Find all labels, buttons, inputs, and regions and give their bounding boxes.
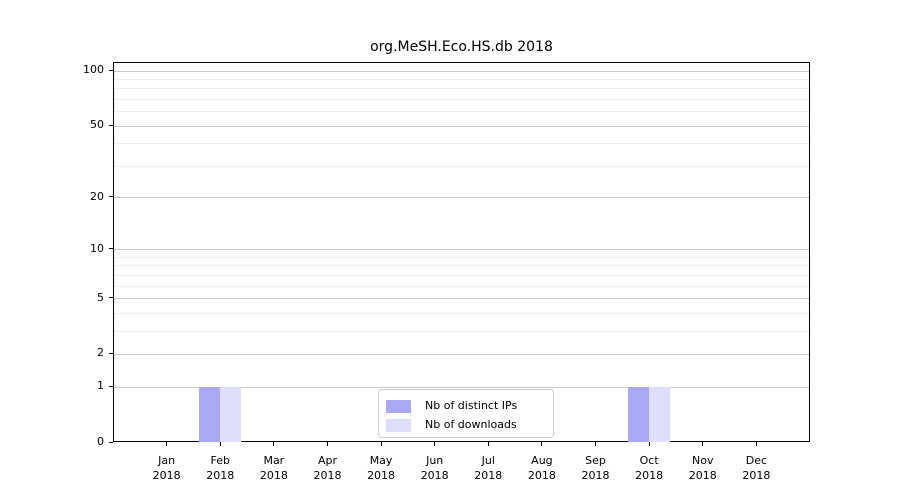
y-axis-tick bbox=[109, 124, 113, 126]
y-tick-label: 2 bbox=[97, 346, 104, 360]
gridline-minor bbox=[114, 78, 809, 80]
gridline-minor bbox=[114, 265, 809, 267]
x-axis-tick bbox=[273, 442, 275, 446]
bar-downloads-feb bbox=[220, 387, 242, 442]
x-tick-year: 2018 bbox=[474, 469, 503, 482]
x-axis-tick bbox=[541, 442, 543, 446]
x-tick-label: Oct 2018 bbox=[621, 453, 677, 483]
x-tick-year: 2018 bbox=[152, 469, 181, 482]
x-tick-year: 2018 bbox=[420, 469, 449, 482]
gridline-minor bbox=[114, 98, 809, 100]
legend-item-distinct-ips: Nb of distinct IPs bbox=[386, 398, 545, 414]
y-axis-tick bbox=[109, 385, 113, 387]
x-tick-label: Dec 2018 bbox=[728, 453, 784, 483]
x-tick-label: Mar 2018 bbox=[246, 453, 302, 483]
x-tick-label: Feb 2018 bbox=[192, 453, 248, 483]
gridline-minor bbox=[114, 111, 809, 113]
x-tick-year: 2018 bbox=[581, 469, 610, 482]
x-tick-label: May 2018 bbox=[353, 453, 409, 483]
x-axis-tick bbox=[326, 442, 328, 446]
y-tick-label: 100 bbox=[83, 63, 104, 76]
gridline-major bbox=[114, 353, 809, 355]
x-axis-tick bbox=[702, 442, 704, 446]
x-tick-label: Jul 2018 bbox=[460, 453, 516, 483]
x-tick-label: Sep 2018 bbox=[568, 453, 624, 483]
y-axis-tick bbox=[109, 352, 113, 354]
gridline-minor bbox=[114, 165, 809, 167]
x-tick-year: 2018 bbox=[259, 469, 288, 482]
y-axis-tick bbox=[109, 196, 113, 198]
x-axis-tick bbox=[755, 442, 757, 446]
bar-distinct-ips-oct bbox=[628, 387, 650, 442]
x-tick-year: 2018 bbox=[688, 469, 717, 482]
gridline-minor bbox=[114, 143, 809, 145]
plot-area bbox=[113, 62, 810, 442]
gridline-major bbox=[114, 386, 809, 388]
legend-label-downloads: Nb of downloads bbox=[425, 418, 517, 431]
x-tick-year: 2018 bbox=[742, 469, 771, 482]
x-tick-month: Apr bbox=[317, 454, 337, 467]
x-tick-month: May bbox=[369, 454, 393, 467]
chart-title: org.MeSH.Eco.HS.db 2018 bbox=[370, 39, 553, 55]
legend-item-downloads: Nb of downloads bbox=[386, 417, 545, 433]
y-tick-label: 0 bbox=[97, 435, 104, 448]
bar-downloads-oct bbox=[649, 387, 671, 442]
gridline-major bbox=[114, 249, 809, 251]
gridline-minor bbox=[114, 274, 809, 276]
gridline-major bbox=[114, 125, 809, 127]
gridline-minor bbox=[114, 285, 809, 287]
y-tick-label: 50 bbox=[90, 118, 104, 132]
legend-label-distinct-ips: Nb of distinct IPs bbox=[425, 399, 518, 412]
x-tick-year: 2018 bbox=[313, 469, 342, 482]
y-tick-label: 1 bbox=[97, 379, 104, 393]
x-axis-tick bbox=[219, 442, 221, 446]
x-tick-label: Nov 2018 bbox=[675, 453, 731, 483]
x-tick-month: Oct bbox=[639, 454, 659, 467]
legend: Nb of distinct IPs Nb of downloads bbox=[378, 389, 554, 438]
x-tick-month: Sep bbox=[585, 454, 606, 467]
x-tick-month: Jul bbox=[481, 454, 495, 467]
y-axis-tick bbox=[109, 441, 113, 443]
gridline-minor bbox=[114, 256, 809, 258]
x-tick-label: Jun 2018 bbox=[407, 453, 463, 483]
x-axis-tick bbox=[487, 442, 489, 446]
x-tick-month: Feb bbox=[210, 454, 230, 467]
x-tick-label: Aug 2018 bbox=[514, 453, 570, 483]
x-tick-month: Mar bbox=[263, 454, 285, 467]
x-tick-month: Aug bbox=[531, 454, 553, 467]
x-axis-tick bbox=[166, 442, 168, 446]
x-tick-year: 2018 bbox=[206, 469, 235, 482]
legend-swatch-downloads bbox=[386, 418, 411, 432]
x-tick-label: Apr 2018 bbox=[299, 453, 355, 483]
x-axis-tick bbox=[380, 442, 382, 446]
y-tick-label: 10 bbox=[90, 241, 104, 255]
x-tick-month: Jun bbox=[426, 454, 444, 467]
x-tick-year: 2018 bbox=[635, 469, 664, 482]
gridline-minor bbox=[114, 88, 809, 90]
x-tick-year: 2018 bbox=[367, 469, 396, 482]
x-axis-tick bbox=[595, 442, 597, 446]
gridline-major bbox=[114, 70, 809, 72]
gridline-major bbox=[114, 197, 809, 199]
x-tick-month: Nov bbox=[692, 454, 714, 467]
y-axis-tick bbox=[109, 248, 113, 250]
y-tick-label: 20 bbox=[90, 189, 104, 203]
y-axis-tick bbox=[109, 297, 113, 299]
x-axis-tick bbox=[434, 442, 436, 446]
y-axis-tick bbox=[109, 69, 113, 71]
x-tick-month: Jan bbox=[158, 454, 176, 467]
y-tick-label: 5 bbox=[97, 290, 104, 304]
legend-swatch-distinct-ips bbox=[386, 399, 411, 413]
x-axis-tick bbox=[648, 442, 650, 446]
x-tick-year: 2018 bbox=[527, 469, 556, 482]
gridline-minor bbox=[114, 330, 809, 332]
x-tick-month: Dec bbox=[745, 454, 768, 467]
bar-distinct-ips-feb bbox=[199, 387, 221, 442]
gridline-minor bbox=[114, 312, 809, 314]
gridline-major bbox=[114, 298, 809, 300]
x-tick-label: Jan 2018 bbox=[139, 453, 195, 483]
